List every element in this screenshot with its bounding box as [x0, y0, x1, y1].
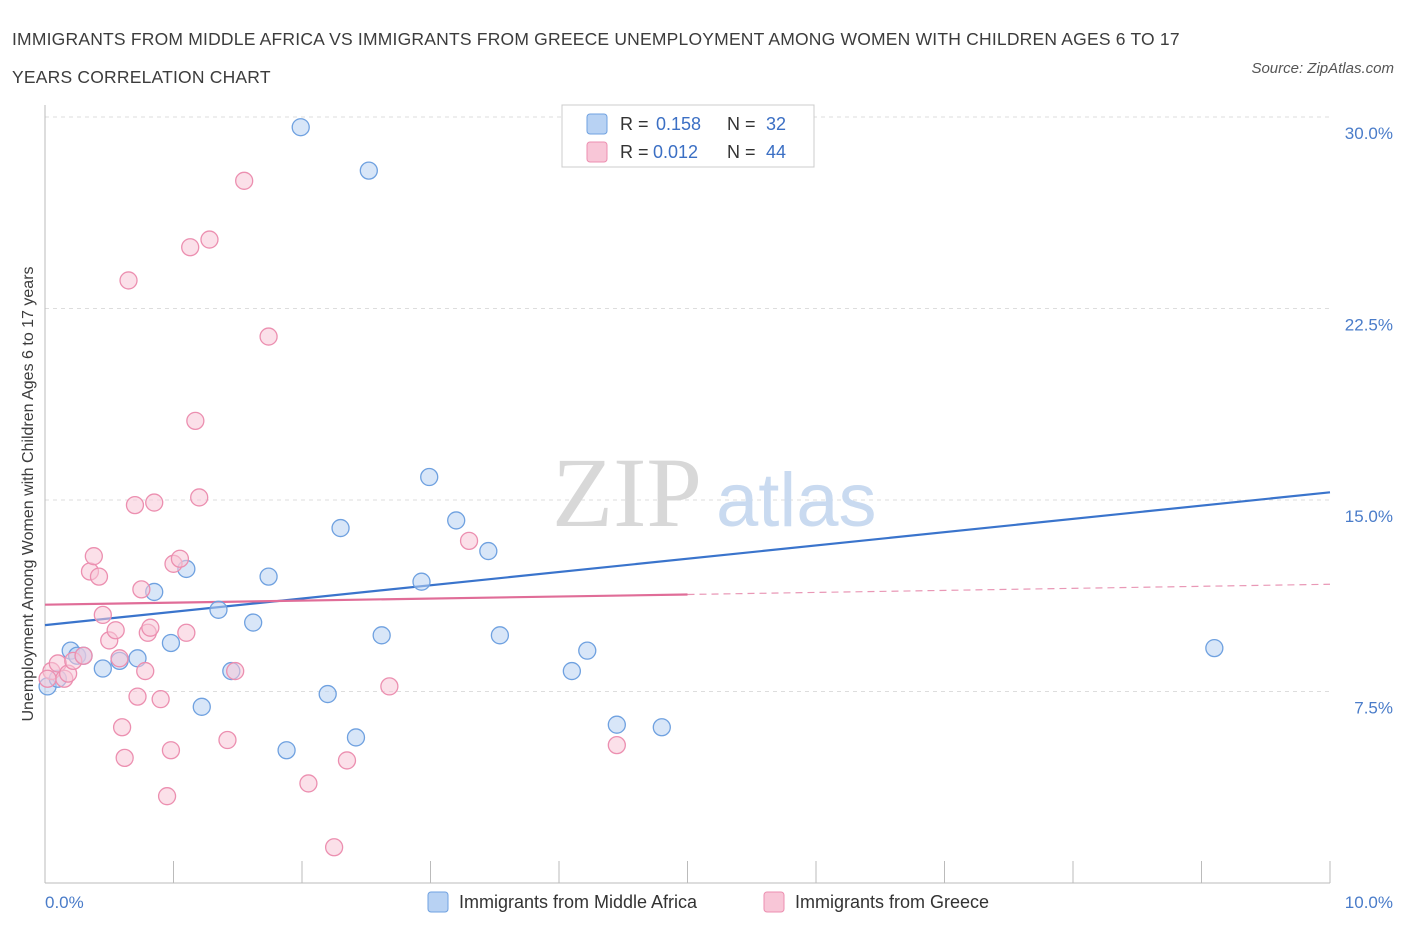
point-series1-21 — [141, 618, 160, 637]
x-tick-labels: 0.0% 10.0% — [45, 893, 1393, 912]
y-tick-labels: 7.5% 15.0% 22.5% 30.0% — [1345, 124, 1393, 718]
data-points — [38, 118, 1224, 857]
point-series1-31 — [190, 488, 209, 507]
series-legend: Immigrants from Middle Africa Immigrants… — [427, 891, 989, 913]
chart-title: IMMIGRANTS FROM MIDDLE AFRICA VS IMMIGRA… — [12, 29, 1180, 87]
point-series1-13 — [112, 718, 132, 737]
point-series1-9 — [93, 605, 112, 625]
point-series0-28 — [562, 661, 581, 681]
trend-line-extension-1 — [687, 583, 1331, 596]
point-series1-37 — [299, 774, 318, 793]
point-series1-27 — [170, 549, 190, 568]
watermark: ZIP atlas — [552, 437, 877, 548]
point-series0-32 — [1205, 638, 1224, 658]
trend-lines — [44, 491, 1331, 627]
point-series0-18 — [318, 684, 337, 704]
watermark-zip: ZIP — [552, 437, 702, 548]
point-series1-18 — [132, 580, 151, 599]
point-series0-20 — [346, 728, 366, 747]
point-series0-24 — [420, 467, 439, 487]
point-series1-15 — [119, 271, 138, 290]
legend-r-label-2: R = — [620, 142, 649, 162]
point-series0-11 — [192, 697, 211, 716]
series-label-middle-africa: Immigrants from Middle Africa — [459, 892, 698, 912]
point-series0-9 — [161, 633, 181, 653]
watermark-atlas: atlas — [716, 458, 877, 543]
point-series0-21 — [359, 161, 378, 180]
y-tick-label-2: 22.5% — [1345, 316, 1393, 335]
point-series1-17 — [128, 687, 147, 706]
point-series0-31 — [652, 718, 671, 737]
legend-r-value-2: 0.012 — [653, 142, 698, 162]
point-series1-8 — [89, 567, 109, 586]
x-tick-label-max: 10.0% — [1345, 893, 1393, 912]
series-swatch-greece — [763, 891, 785, 913]
point-series0-23 — [412, 572, 431, 591]
point-series0-26 — [479, 541, 498, 561]
point-series0-16 — [277, 741, 296, 760]
point-series0-5 — [93, 659, 112, 678]
point-series1-39 — [337, 751, 357, 770]
y-tick-label-3: 30.0% — [1345, 124, 1393, 143]
point-series1-41 — [459, 531, 479, 551]
point-series0-27 — [490, 626, 510, 645]
point-series1-43 — [38, 669, 57, 688]
point-series1-28 — [177, 623, 196, 642]
point-series1-11 — [106, 621, 125, 640]
point-series0-14 — [244, 613, 263, 632]
point-series1-19 — [136, 661, 155, 681]
legend-n-label-1: N = — [727, 114, 756, 134]
y-axis-label: Unemployment Among Women with Children A… — [20, 266, 37, 721]
point-series0-17 — [291, 118, 310, 137]
y-tick-label-1: 15.0% — [1345, 507, 1393, 526]
point-series1-12 — [110, 649, 129, 668]
x-tick-label-min: 0.0% — [45, 893, 84, 912]
point-series1-42 — [607, 735, 626, 755]
series-label-greece: Immigrants from Greece — [795, 892, 989, 912]
series-swatch-middle-africa — [427, 891, 449, 913]
point-series1-36 — [259, 327, 278, 346]
legend-swatch-middle-africa — [586, 113, 608, 135]
point-series0-12 — [209, 600, 228, 619]
legend-n-value-2: 44 — [766, 142, 786, 162]
point-series1-32 — [200, 230, 219, 249]
point-series0-22 — [372, 626, 391, 645]
point-series0-19 — [331, 518, 350, 538]
point-series1-14 — [115, 748, 134, 768]
point-series1-40 — [380, 677, 399, 696]
legend-r-value-1: 0.158 — [656, 114, 701, 134]
source-label: Source: ZipAtlas.com — [1251, 60, 1394, 77]
point-series0-25 — [447, 511, 466, 530]
point-series1-29 — [181, 238, 200, 257]
point-series1-24 — [157, 787, 177, 806]
trend-line-0 — [44, 491, 1331, 627]
point-series0-15 — [259, 567, 278, 586]
point-series1-25 — [161, 741, 181, 760]
point-series1-22 — [145, 493, 164, 512]
trend-line-1 — [44, 593, 688, 606]
point-series1-30 — [186, 411, 205, 430]
point-series1-7 — [84, 547, 103, 566]
point-series1-38 — [324, 838, 344, 857]
point-series0-29 — [578, 641, 597, 660]
point-series1-16 — [125, 495, 145, 515]
legend-n-value-1: 32 — [766, 114, 786, 134]
point-series0-30 — [607, 715, 626, 734]
legend: R = 0.158 N = 32 R = 0.012 N = 44 — [561, 104, 815, 168]
point-series1-35 — [235, 171, 254, 190]
point-series1-34 — [226, 661, 245, 681]
legend-r-label-1: R = — [620, 114, 649, 134]
y-tick-label-0: 7.5% — [1354, 699, 1393, 718]
legend-swatch-greece — [586, 141, 608, 163]
axes — [44, 105, 1331, 884]
point-series1-5 — [74, 646, 93, 665]
legend-n-label-2: N = — [727, 142, 756, 162]
point-series1-33 — [218, 730, 237, 750]
point-series1-23 — [151, 690, 170, 709]
